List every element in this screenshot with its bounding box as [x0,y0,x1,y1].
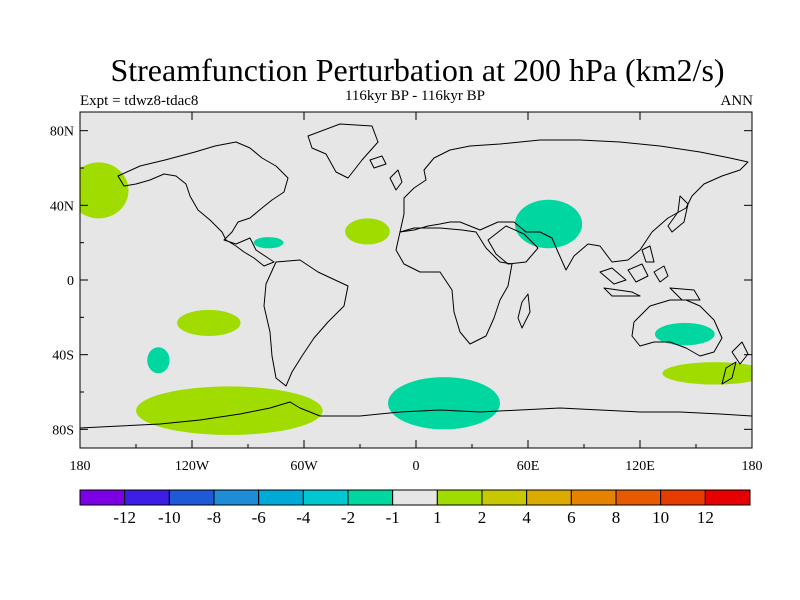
colorbar-label: 4 [522,508,531,527]
contour-regions [80,162,752,435]
contour-region-southern-ocean-negative [388,377,500,430]
colorbar-swatch [302,489,349,506]
lat-tick-label: 40S [52,349,74,364]
lon-tick-label: 120W [175,459,210,474]
colorbar-swatch [704,489,751,506]
lat-tick-label: 0 [67,274,74,289]
colorbar-label: -10 [158,508,181,527]
contour-region-north-atlantic-positive [345,218,390,245]
colorbar-label: 1 [433,508,442,527]
colorbar-swatch [258,489,304,506]
colorbar-swatch [481,489,528,506]
colorbar-swatch [615,489,662,506]
axis-labels: 180 120W 60W 0 60E 120E 180 80N 40N 0 40S 80S [50,125,763,474]
colorbar-label: 2 [478,508,487,527]
colorbar-swatch [347,489,394,506]
lon-tick-label: 60W [290,459,318,474]
coastlines [80,123,752,429]
contour-region-tasman-positive [662,362,752,385]
contour-region-east-pacific-negative [147,347,170,374]
colorbar-swatch [213,489,260,506]
colorbar-swatch [570,489,617,506]
contour-region-north-pacific-positive [80,162,129,219]
experiment-label: Expt = tdwz8-tdac8 [80,93,199,109]
lon-tick-label: 180 [742,459,763,474]
colorbar-label: 8 [612,508,621,527]
colorbar-swatch [168,489,215,506]
colorbar-label: -1 [386,508,400,527]
lat-tick-label: 80S [52,423,74,438]
contour-region-australia-negative [654,322,715,346]
lon-tick-label: 0 [413,459,420,474]
lon-tick-label: 180 [70,459,91,474]
colorbar-swatch [526,489,572,506]
figure-subtitle: 116kyr BP - 116kyr BP [344,88,485,104]
lat-tick-label: 40N [50,199,74,214]
colorbar-label: -2 [341,508,355,527]
contour-region-south-pacific-positive [177,309,241,336]
contour-region-arabia-negative [514,199,583,249]
contour-region-caribbean-negative [253,237,284,249]
colorbar-swatch [392,489,438,506]
colorbar-label: -12 [113,508,136,527]
colorbar-swatch [79,489,126,506]
colorbar-label: -4 [296,508,311,527]
colorbar-label: -8 [207,508,221,527]
lon-tick-label: 120E [625,459,655,474]
lon-tick-label: 60E [517,459,540,474]
map-ticks [79,112,753,448]
colorbar-label: 6 [567,508,576,527]
colorbar-swatch [124,489,170,506]
lat-tick-label: 80N [50,125,74,140]
colorbar-label: -6 [252,508,266,527]
colorbar: -12 -10 -8 -6 -4 -2 -1 1 2 4 6 8 10 12 [79,489,751,527]
contour-region-antarctic-pacific-positive [136,386,323,435]
colorbar-label: 10 [652,508,669,527]
colorbar-label: 12 [697,508,714,527]
colorbar-swatch [436,489,483,506]
season-label: ANN [720,93,754,109]
colorbar-swatch [660,489,706,506]
figure-title: Streamfunction Perturbation at 200 hPa (… [110,52,725,88]
